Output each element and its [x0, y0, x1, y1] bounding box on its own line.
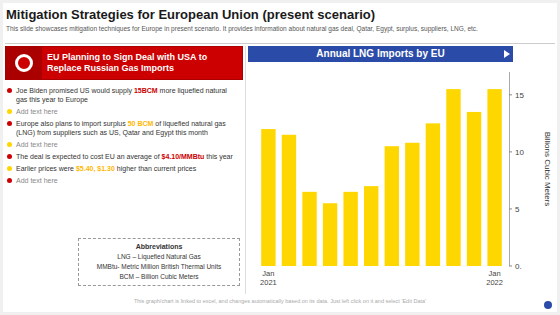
y-tick-label: 5 [515, 205, 520, 214]
abbreviation: MMBtu- Metric Million British Thermal Un… [97, 263, 221, 270]
y-tick [509, 151, 512, 152]
y-tick-label: 15 [515, 91, 524, 100]
y-tick-label: 10 [515, 148, 524, 157]
bullet-text: Add text here [16, 177, 58, 184]
header-line: Replace Russian Gas Imports [47, 63, 174, 73]
bullet-text: Add text here [16, 141, 58, 148]
y-tick-label: 0. [515, 262, 522, 271]
bar [385, 146, 399, 266]
bullet: Add text here [6, 176, 240, 185]
highlight: $5.40, $1.30 [76, 165, 115, 172]
bar [282, 135, 296, 266]
banner-arrow [504, 50, 510, 58]
bullet: Earlier prices were $5.40, $1.30 higher … [6, 164, 240, 173]
y-axis-label: Billions Cubic Meters [543, 132, 552, 207]
divider [245, 46, 246, 294]
bullet-text: Add text here [16, 108, 58, 115]
bar [261, 129, 275, 266]
bar [302, 192, 316, 266]
footer-text: This graph/chart is linked to excel, and… [134, 298, 426, 304]
bar [446, 89, 460, 266]
bar [487, 89, 501, 266]
bullet-text: The deal is expected to cost EU an avera… [16, 153, 160, 160]
bullet-dot [7, 166, 12, 171]
bullet-dot [7, 109, 12, 114]
bullet-text: of liquefied [155, 120, 189, 127]
bar-chart: 0. 5 10 15 Billions Cubic Meters Jan2021 Jan20… [248, 64, 553, 292]
abbreviations-title: Abbreviations [136, 243, 183, 250]
bullet-text: Joe Biden promised US would supply [16, 87, 134, 94]
bullet: Joe Biden promised US would supply 15BCM… [6, 86, 240, 104]
bullet-text: higher than current prices [115, 165, 196, 172]
bullet: Add text here [6, 140, 240, 149]
highlight: 50 BCM [128, 120, 154, 127]
x-tick-label: Jan2022 [486, 269, 503, 287]
y-tick [509, 94, 512, 95]
header-box: EU Planning to Sign Deal with USA toRepl… [5, 46, 243, 80]
bar [364, 186, 378, 266]
bullet-text: this year [204, 153, 232, 160]
abbreviation: LNG – Liquefied Natural Gas [117, 253, 200, 260]
y-axis-line [509, 72, 510, 266]
x-tick-label: Jan2021 [260, 269, 277, 287]
header-text: EU Planning to Sign Deal with USA toRepl… [47, 52, 242, 74]
bullet: The deal is expected to cost EU an avera… [6, 152, 240, 161]
bar [343, 192, 357, 266]
abbreviation: BCM – Billion Cubic Meters [119, 273, 198, 280]
chart-banner: Annual LNG Imports by EU [248, 46, 513, 62]
bullet: Add text here [6, 107, 240, 116]
title: Mitigation Strategies for European Union… [6, 7, 554, 22]
bars [261, 89, 502, 266]
highlight: $4.10/MMBtu [162, 153, 205, 160]
bullet-dot [7, 88, 12, 93]
bullet-text: Egypt this month [156, 129, 208, 136]
subtitle: This slide showcases mitigation techniqu… [6, 25, 552, 33]
blue-dot [544, 301, 552, 309]
y-tick [509, 208, 512, 209]
bullet-text: Europe also plans to import surplus [16, 120, 128, 127]
header-line: EU Planning to Sign Deal with USA to [47, 52, 207, 62]
chart-title: Annual LNG Imports by EU [316, 48, 444, 59]
bar [323, 203, 337, 266]
y-tick [509, 266, 512, 267]
bar [405, 143, 419, 266]
bullet-dot [7, 178, 12, 183]
bullet-list: Joe Biden promised US would supply 15BCM… [6, 86, 240, 188]
header-icon [15, 54, 33, 72]
bullet-text: Earlier prices were [16, 165, 76, 172]
highlight: 15BCM [134, 87, 158, 94]
bullet: Europe also plans to import surplus 50 B… [6, 119, 240, 137]
bullet-text: more [158, 87, 176, 94]
bullet-dot [7, 154, 12, 159]
bullet-dot [7, 142, 12, 147]
bar [467, 112, 481, 266]
abbreviations-box: Abbreviations LNG – Liquefied Natural Gas… [78, 238, 240, 286]
bullet-dot [7, 121, 12, 126]
footer: This graph/chart is linked to excel, and… [20, 298, 540, 305]
separator [5, 43, 555, 44]
bar [426, 123, 440, 266]
